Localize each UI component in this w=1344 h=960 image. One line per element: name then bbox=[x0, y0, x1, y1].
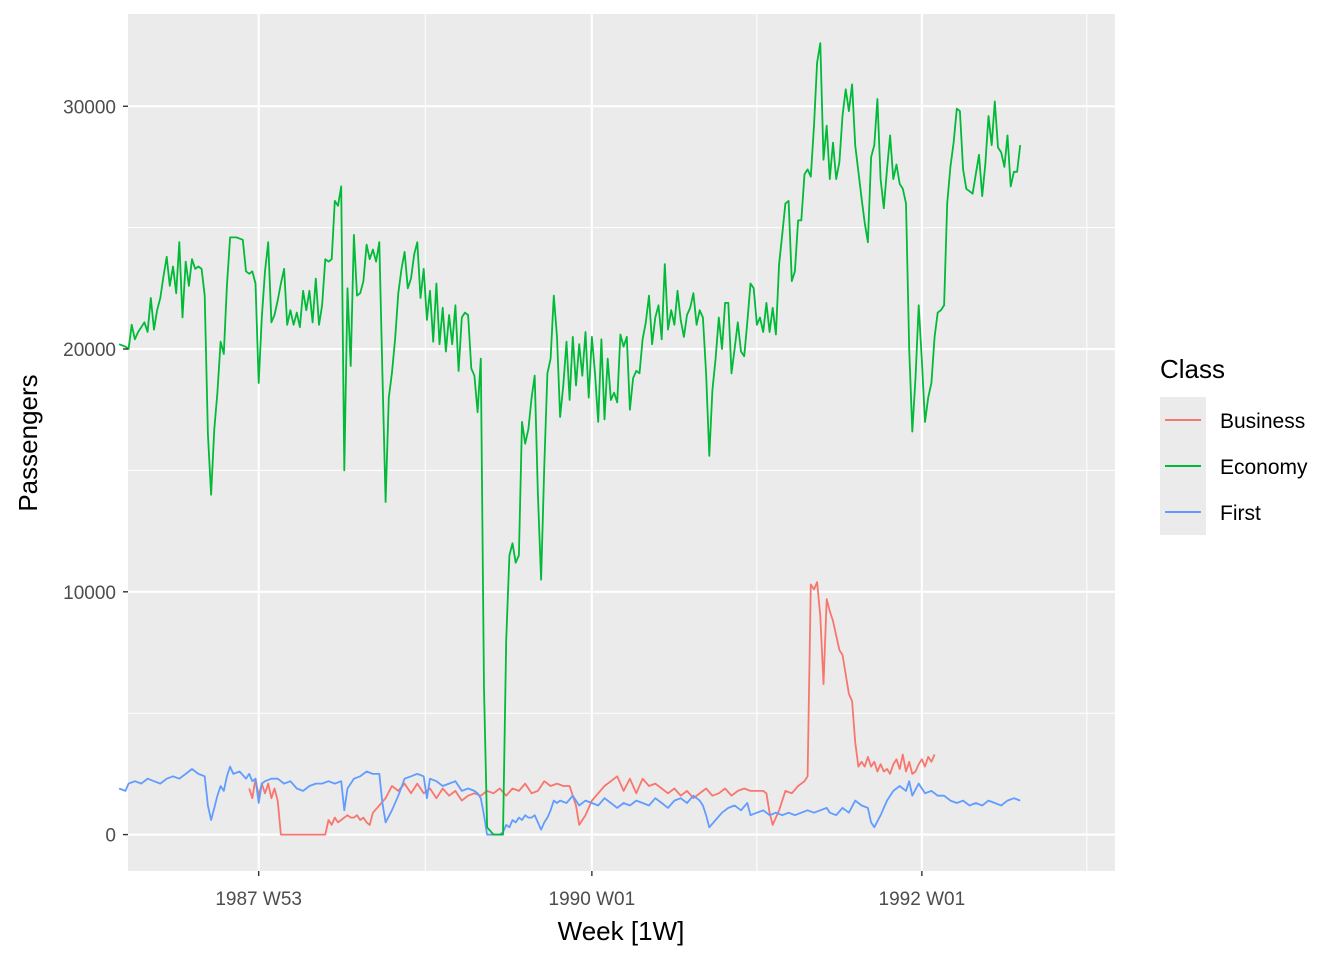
legend: Class Business Economy First bbox=[1160, 354, 1308, 535]
legend-item-first: First bbox=[1160, 489, 1261, 535]
y-axis-title: Passengers bbox=[13, 374, 43, 511]
x-axis-title: Week [1W] bbox=[558, 916, 685, 946]
x-tick-label: 1987 W53 bbox=[215, 889, 302, 910]
legend-label: Business bbox=[1220, 410, 1305, 433]
x-tick-label: 1990 W01 bbox=[549, 889, 636, 910]
legend-items: Business Economy First bbox=[1160, 397, 1308, 535]
legend-label: Economy bbox=[1220, 456, 1308, 479]
y-tick-label: 20000 bbox=[63, 340, 116, 361]
y-axis: 0 10000 20000 30000 bbox=[63, 97, 128, 847]
y-tick-label: 10000 bbox=[63, 583, 116, 604]
y-tick-label: 30000 bbox=[63, 97, 116, 118]
x-axis: 1987 W53 1990 W01 1992 W01 bbox=[215, 871, 965, 910]
y-tick-label: 0 bbox=[105, 826, 116, 847]
x-tick-label: 1992 W01 bbox=[879, 889, 966, 910]
series-layer bbox=[118, 42, 1022, 836]
legend-label: First bbox=[1220, 502, 1261, 525]
legend-title: Class bbox=[1160, 354, 1225, 384]
series-line-business bbox=[248, 581, 936, 836]
series-line-economy bbox=[118, 42, 1022, 836]
legend-item-business: Business bbox=[1160, 397, 1305, 443]
plot-panel bbox=[128, 14, 1115, 871]
series-line-first bbox=[118, 765, 1021, 836]
legend-item-economy: Economy bbox=[1160, 443, 1308, 489]
grid-minor bbox=[128, 14, 1115, 871]
